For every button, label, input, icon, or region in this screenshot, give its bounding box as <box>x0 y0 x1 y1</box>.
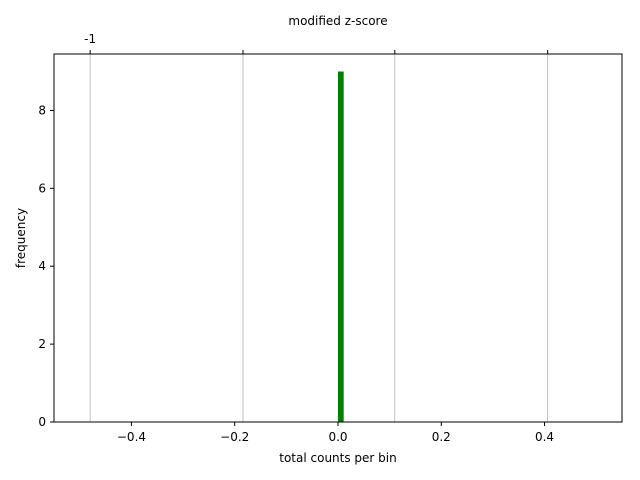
top-tick-label: -1 <box>84 32 96 46</box>
x-axis-label: total counts per bin <box>279 451 396 465</box>
vertical-gridlines <box>89 54 549 422</box>
x-tick-label: −0.2 <box>220 430 249 444</box>
x-tick-label: 0.2 <box>432 430 451 444</box>
y-tick-label: 0 <box>38 415 46 429</box>
x-tick-label: 0.0 <box>328 430 347 444</box>
y-axis-label: frequency <box>14 208 28 268</box>
histogram-bar <box>338 71 344 423</box>
y-tick-label: 6 <box>38 181 46 195</box>
y-axis-ticks: 0 2 4 6 8 <box>38 103 54 429</box>
y-tick-label: 2 <box>38 337 46 351</box>
x-tick-label: 0.4 <box>535 430 554 444</box>
top-axis-label: modified z-score <box>288 14 387 28</box>
bars-group <box>338 71 344 423</box>
x-axis-ticks: −0.4 −0.2 0.0 0.2 0.4 <box>117 422 554 444</box>
top-axis-ticks: -1 <box>84 32 549 54</box>
x-tick-label: −0.4 <box>117 430 146 444</box>
y-tick-label: 8 <box>38 103 46 117</box>
y-tick-label: 4 <box>38 259 46 273</box>
